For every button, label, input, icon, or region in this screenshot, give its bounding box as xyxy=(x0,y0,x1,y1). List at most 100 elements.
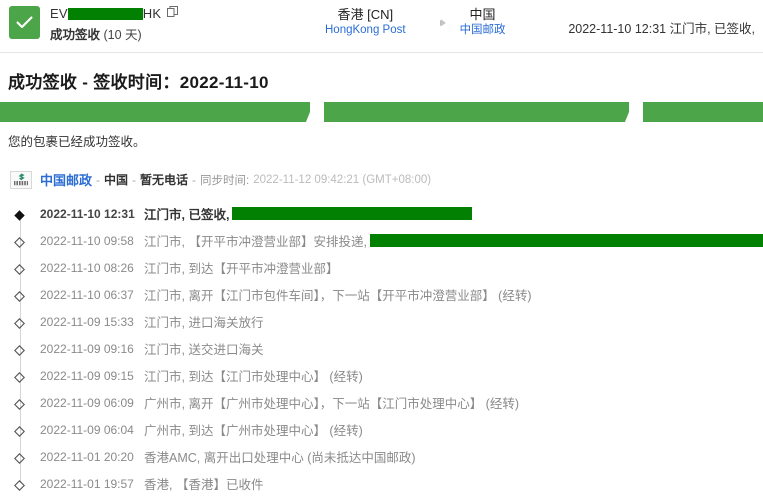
origin-name: 香港 [CN] xyxy=(337,7,394,22)
event-marker-cell xyxy=(0,335,40,362)
event-description: 广州市, 到达【广州市处理中心】 (经转) xyxy=(144,420,363,439)
sync-time-value: 2022-11-12 09:42:21 (GMT+08:00) xyxy=(253,173,432,186)
event-timestamp: 2022-11-10 09:58 xyxy=(40,233,134,248)
hollow-diamond-icon xyxy=(14,262,25,275)
timeline-connector xyxy=(19,443,21,470)
event-description: 江门市, 已签收, xyxy=(144,204,473,223)
timeline-connector xyxy=(19,389,21,416)
route-block: 香港 [CN] HongKong Post 中国 中国邮政 xyxy=(325,7,506,38)
event-timestamp: 2022-11-01 20:20 xyxy=(40,449,134,464)
event-description-redaction xyxy=(369,234,763,247)
event-marker-cell xyxy=(0,308,40,335)
carrier-phone: 暂无电话 xyxy=(140,173,189,187)
status-label: 成功签收 xyxy=(50,28,101,42)
event-timestamp: 2022-11-10 06:37 xyxy=(40,287,134,302)
status-summary: 成功签收 (10 天) xyxy=(50,24,178,43)
status-description: 您的包裹已经成功签收。 xyxy=(8,135,146,149)
event-description: 江门市, 到达【开平市冲澄营业部】 xyxy=(144,258,338,277)
hollow-diamond-icon xyxy=(14,424,25,437)
check-icon xyxy=(16,16,33,29)
tracking-number-redaction xyxy=(67,7,143,20)
event-description: 江门市, 【开平市冲澄营业部】安排投递, xyxy=(144,231,763,250)
copy-icon[interactable] xyxy=(167,6,179,21)
tracking-id-block: EV HK 成功签收 (10 天) xyxy=(50,5,179,43)
tracking-event-row: 2022-11-10 12:31 江门市, 已签收, xyxy=(0,200,763,227)
event-description: 香港, 【香港】已收件 xyxy=(144,474,263,493)
event-marker-cell xyxy=(0,470,40,497)
hollow-diamond-icon xyxy=(14,451,25,464)
event-description-text: 江门市, 离开【江门市包件车间】，下一站【开平市冲澄营业部】 (经转) xyxy=(144,289,532,303)
event-description: 香港AMC, 离开出口处理中心 (尚未抵达中国邮政) xyxy=(144,447,416,466)
tracking-number-suffix: HK xyxy=(142,6,162,21)
timeline-connector xyxy=(19,416,21,443)
progress-segment-3 xyxy=(643,102,763,122)
hollow-diamond-icon xyxy=(14,289,25,302)
event-marker-cell xyxy=(0,281,40,308)
timeline-connector xyxy=(19,362,21,389)
timeline-connector xyxy=(19,254,21,281)
tracking-event-list: 2022-11-10 12:31 江门市, 已签收, 2022-11-10 09:5… xyxy=(0,200,763,497)
event-timestamp: 2022-11-09 06:04 xyxy=(40,422,134,437)
carrier-separator-1: - xyxy=(96,172,101,187)
origin-carrier-link[interactable]: HongKong Post xyxy=(325,24,406,37)
event-timestamp: 2022-11-09 09:16 xyxy=(40,341,134,356)
status-duration: (10 天) xyxy=(103,28,142,42)
timeline-connector xyxy=(19,227,21,254)
event-timestamp: 2022-11-09 15:33 xyxy=(40,314,134,329)
event-description-redaction xyxy=(232,207,473,220)
event-description-text: 江门市, 【开平市冲澄营业部】安排投递, xyxy=(144,235,367,249)
event-marker-cell xyxy=(0,254,40,281)
event-description-text: 江门市, 送交进口海关 xyxy=(144,343,264,357)
event-marker-cell xyxy=(0,200,40,227)
progress-bar xyxy=(0,102,763,122)
destination-block: 中国 中国邮政 xyxy=(460,7,506,38)
event-marker-cell xyxy=(0,362,40,389)
hollow-diamond-icon xyxy=(14,478,25,491)
event-description-text: 江门市, 已签收, xyxy=(144,208,230,222)
latest-event-summary: 2022-11-10 12:31 江门市, 已签收, xyxy=(568,22,755,36)
china-post-logo-icon xyxy=(10,170,32,189)
event-description-text: 江门市, 到达【江门市处理中心】 (经转) xyxy=(144,370,363,384)
arrow-right-icon xyxy=(419,13,446,31)
hollow-diamond-icon xyxy=(14,343,25,356)
event-description-text: 广州市, 离开【广州市处理中心】，下一站【江门市处理中心】 (经转) xyxy=(144,397,519,411)
progress-segment-1 xyxy=(0,102,310,122)
tracking-event-row: 2022-11-10 06:37 江门市, 离开【江门市包件车间】，下一站【开平市… xyxy=(0,281,763,308)
event-description-text: 香港, 【香港】已收件 xyxy=(144,478,264,492)
page-title: 成功签收 - 签收时间：2022-11-10 xyxy=(8,73,269,92)
event-description: 江门市, 送交进口海关 xyxy=(144,339,263,358)
carrier-name-link[interactable]: 中国邮政 xyxy=(40,173,93,188)
event-marker-cell xyxy=(0,389,40,416)
carrier-separator-3: - xyxy=(192,172,197,187)
tracking-event-row: 2022-11-09 09:15 江门市, 到达【江门市处理中心】 (经转) xyxy=(0,362,763,389)
event-marker-cell xyxy=(0,227,40,254)
event-description-text: 江门市, 到达【开平市冲澄营业部】 xyxy=(144,262,339,276)
progress-segment-2 xyxy=(324,102,629,122)
origin-block: 香港 [CN] HongKong Post xyxy=(325,7,406,38)
event-timestamp: 2022-11-01 19:57 xyxy=(40,476,134,491)
destination-carrier-link[interactable]: 中国邮政 xyxy=(459,24,506,37)
tracking-event-row: 2022-11-01 19:57 香港, 【香港】已收件 xyxy=(0,470,763,497)
event-description: 广州市, 离开【广州市处理中心】，下一站【江门市处理中心】 (经转) xyxy=(144,393,519,412)
event-description: 江门市, 进口海关放行 xyxy=(144,312,263,331)
tracking-number-prefix: EV xyxy=(50,6,68,21)
event-description-text: 香港AMC, 离开出口处理中心 (尚未抵达中国邮政) xyxy=(144,451,416,465)
sync-time-label: 同步时间: xyxy=(200,174,250,187)
event-timestamp: 2022-11-09 09:15 xyxy=(40,368,134,383)
hollow-diamond-icon xyxy=(14,397,25,410)
timeline-connector xyxy=(19,281,21,308)
event-description-text: 广州市, 到达【广州市处理中心】 (经转) xyxy=(144,424,363,438)
event-description: 江门市, 到达【江门市处理中心】 (经转) xyxy=(144,366,363,385)
event-marker-cell xyxy=(0,416,40,443)
tracking-event-row: 2022-11-09 06:09 广州市, 离开【广州市处理中心】，下一站【江门市… xyxy=(0,389,763,416)
status-check-box xyxy=(9,6,40,39)
event-timestamp: 2022-11-09 06:09 xyxy=(40,395,134,410)
tracking-header: EV HK 成功签收 (10 天) 香港 [CN] HongKong Post xyxy=(0,0,763,53)
event-timestamp: 2022-11-10 08:26 xyxy=(40,260,134,275)
event-description-text: 江门市, 进口海关放行 xyxy=(144,316,264,330)
hollow-diamond-icon xyxy=(14,316,25,329)
carrier-info-row: 中国邮政 - 中国 - 暂无电话 - 同步时间: 2022-11-12 09:4… xyxy=(10,170,431,189)
timeline-connector xyxy=(19,470,21,483)
tracking-number-row[interactable]: EV HK xyxy=(50,5,179,22)
tracking-event-row: 2022-11-10 09:58 江门市, 【开平市冲澄营业部】安排投递, xyxy=(0,227,763,254)
